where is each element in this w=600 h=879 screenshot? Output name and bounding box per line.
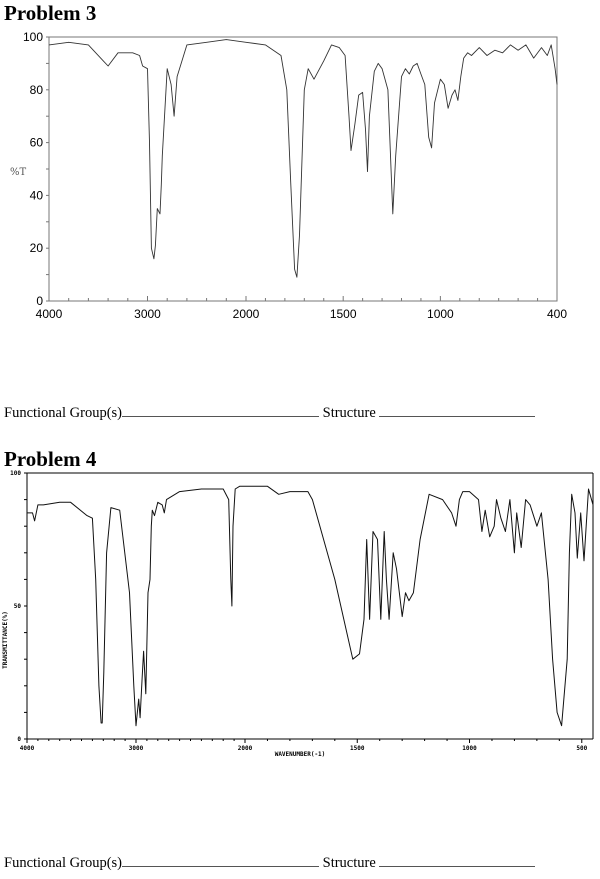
y-tick-label: 50 bbox=[14, 603, 22, 610]
y-tick-label: 0 bbox=[36, 294, 43, 308]
x-tick-label: 1000 bbox=[462, 745, 477, 752]
problem-3-answer-line: Functional Group(s) Structure bbox=[4, 405, 536, 422]
functional-groups-label: Functional Group(s) bbox=[4, 855, 122, 871]
x-tick-label: 1500 bbox=[350, 745, 365, 752]
y-axis-label: %T bbox=[10, 167, 27, 178]
problem-4-answer-line: Functional Group(s) Structure bbox=[4, 855, 536, 872]
chart-frame bbox=[48, 36, 558, 302]
y-tick-label: 60 bbox=[30, 136, 44, 150]
ir-spectrum-chart-problem-4: 0 50 100 4000 3000 2000 1500 1000 500 TRANSMITT… bbox=[2, 470, 594, 758]
spectrum-line bbox=[27, 485, 594, 727]
ir-spectrum-chart-problem-3: 0 20 40 60 80 100 4000 3000 2000 1500 1000 400 %T bbox=[10, 30, 567, 321]
y-axis-label: TRANSMITTANCE(%) bbox=[2, 611, 9, 669]
x-tick-label: 1500 bbox=[330, 307, 357, 321]
structure-blank[interactable] bbox=[379, 865, 536, 867]
y-tick-label: 80 bbox=[30, 83, 44, 97]
x-tick-label: 1000 bbox=[427, 307, 454, 321]
x-tick-label: 500 bbox=[576, 745, 587, 752]
x-axis: 4000 3000 2000 1500 1000 400 bbox=[36, 296, 567, 321]
x-axis: 4000 3000 2000 1500 1000 500 bbox=[20, 739, 588, 752]
y-tick-label: 20 bbox=[30, 241, 44, 255]
y-tick-label: 100 bbox=[23, 30, 43, 44]
x-tick-label: 2000 bbox=[233, 307, 260, 321]
y-axis: 0 50 100 bbox=[10, 470, 27, 743]
y-tick-label: 0 bbox=[17, 736, 21, 743]
problem-4-title: Problem 4 bbox=[4, 447, 97, 471]
spectrum-line bbox=[48, 39, 558, 278]
structure-blank[interactable] bbox=[379, 415, 536, 417]
y-axis: 0 20 40 60 80 100 bbox=[23, 30, 49, 308]
functional-groups-label: Functional Group(s) bbox=[4, 405, 122, 421]
structure-label: Structure bbox=[322, 855, 376, 871]
x-tick-label: 3000 bbox=[129, 745, 144, 752]
structure-label: Structure bbox=[322, 405, 376, 421]
y-tick-label: 40 bbox=[30, 188, 44, 202]
x-tick-label: 2000 bbox=[238, 745, 253, 752]
x-tick-label: 400 bbox=[547, 307, 567, 321]
functional-groups-blank[interactable] bbox=[122, 415, 319, 417]
x-tick-label: 4000 bbox=[36, 307, 63, 321]
problem-3-title: Problem 3 bbox=[4, 1, 97, 25]
functional-groups-blank[interactable] bbox=[122, 865, 319, 867]
x-tick-label: 4000 bbox=[20, 745, 35, 752]
x-tick-label: 3000 bbox=[134, 307, 161, 321]
x-axis-label: WAVENUMBER(-1) bbox=[275, 751, 326, 758]
y-tick-label: 100 bbox=[10, 470, 21, 477]
